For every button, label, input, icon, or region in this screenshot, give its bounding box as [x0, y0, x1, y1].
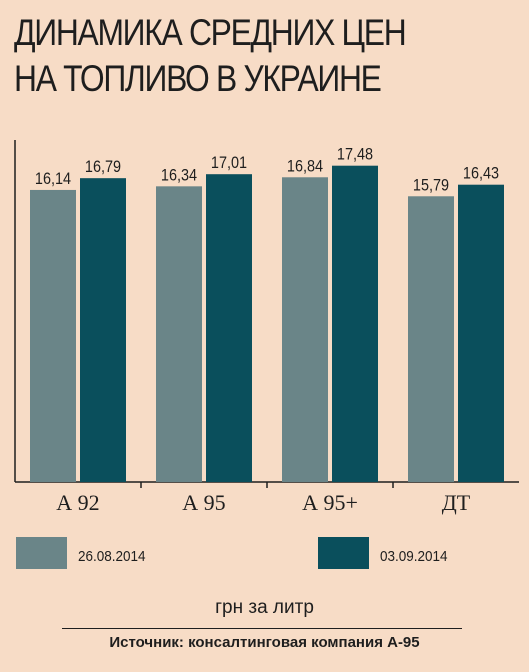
chart-title-line-1: ДИНАМИКА СРЕДНИХ ЦЕН	[14, 12, 407, 53]
unit-label: грн за литр	[215, 597, 314, 618]
legend-label-series-2: 03.09.2014	[380, 548, 448, 565]
data-label-2-4: 16,43	[463, 165, 499, 183]
legend-swatch-series-2	[318, 537, 369, 569]
x-tick-label-2: А 95	[182, 490, 225, 515]
data-label-2-1: 16,79	[85, 158, 121, 176]
source-divider	[62, 628, 462, 629]
bar-2-3	[332, 165, 378, 482]
legend-swatch-series-1	[16, 537, 67, 569]
bar-2-4	[458, 184, 504, 482]
x-tick-label-1: А 92	[56, 490, 99, 515]
bar-1-3	[282, 177, 328, 482]
source-note: Источник: консалтинговая компания А-95	[109, 634, 420, 651]
data-label-2-2: 17,01	[211, 154, 247, 172]
data-label-1-4: 15,79	[413, 176, 449, 194]
x-tick-label-4: ДТ	[442, 490, 471, 515]
bar-2-1	[80, 178, 126, 482]
chart-title-line-2: НА ТОПЛИВО В УКРАИНЕ	[14, 58, 382, 99]
data-label-1-1: 16,14	[35, 170, 71, 188]
bar-2-2	[206, 174, 252, 482]
data-label-1-3: 16,84	[287, 157, 323, 175]
bar-1-1	[30, 189, 76, 482]
data-label-1-2: 16,34	[161, 166, 197, 184]
data-label-2-3: 17,48	[337, 146, 373, 164]
chart-title: ДИНАМИКА СРЕДНИХ ЦЕН НА ТОПЛИВО В УКРАИН…	[14, 10, 448, 102]
legend-label-series-1: 26.08.2014	[78, 548, 146, 565]
x-tick-label-3: А 95+	[302, 490, 358, 515]
bar-1-2	[156, 186, 202, 483]
bar-1-4	[408, 196, 454, 482]
